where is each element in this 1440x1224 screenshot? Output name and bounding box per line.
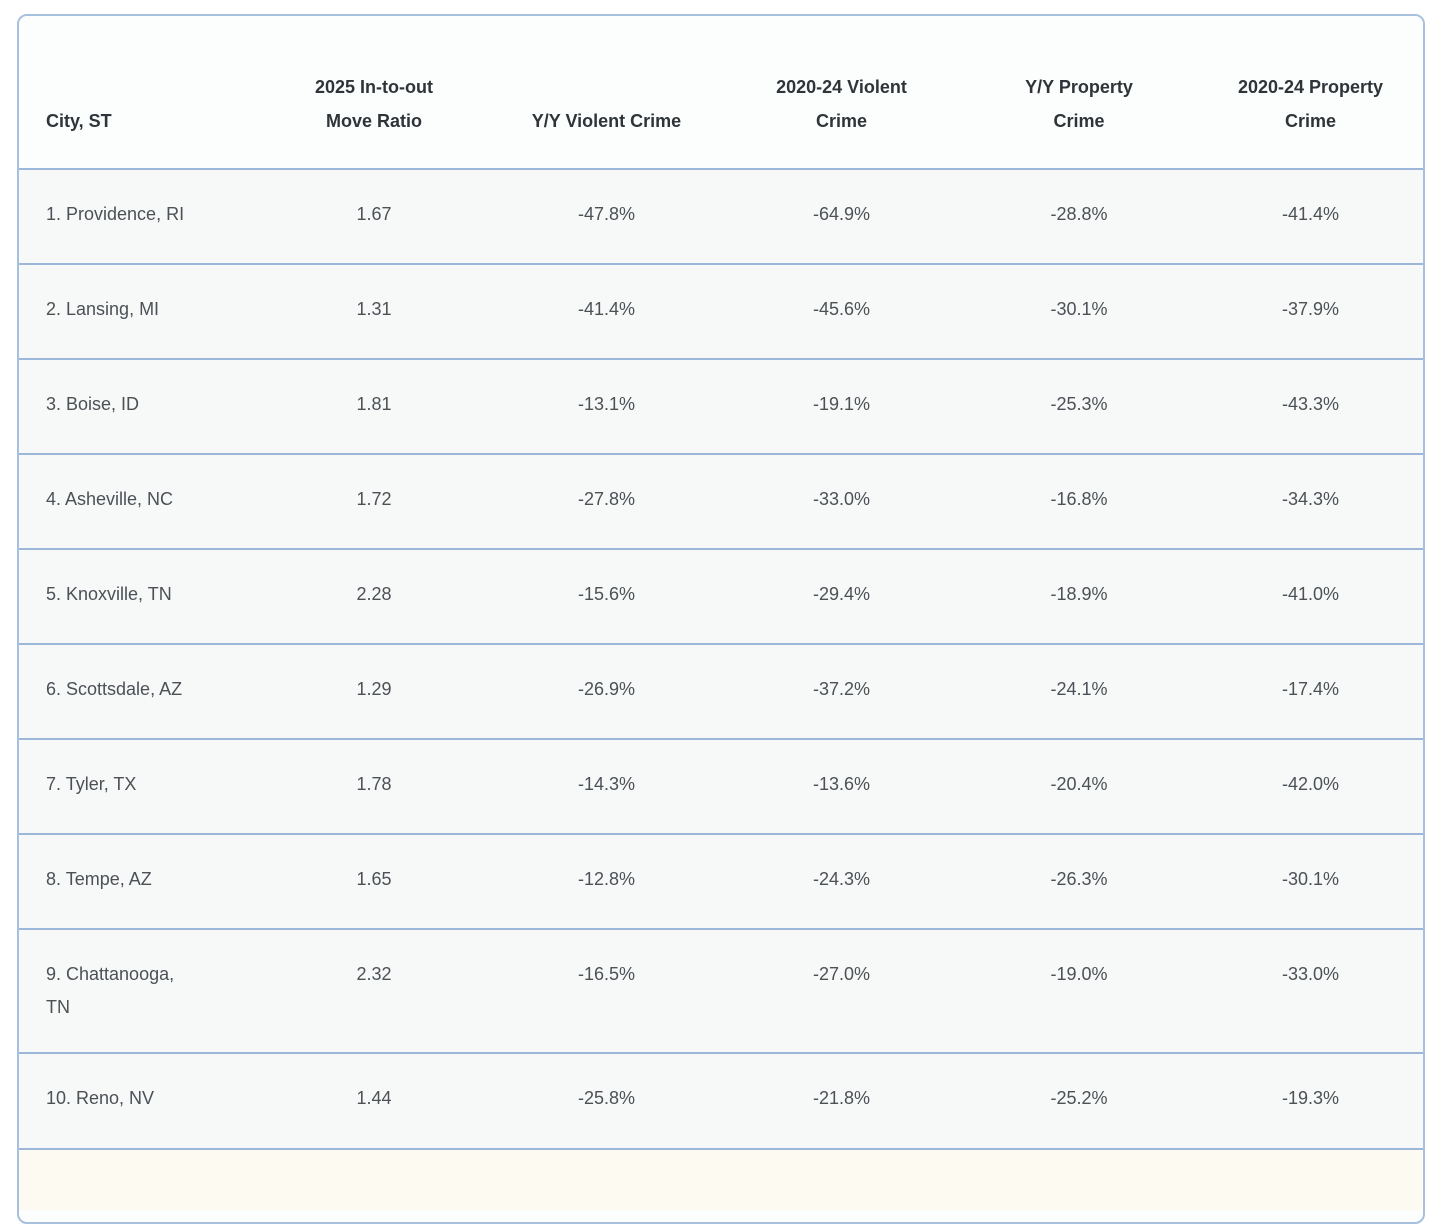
- cell-city: 3. Boise, ID: [19, 358, 254, 454]
- cell-2020-24-violent: -45.6%: [719, 263, 964, 359]
- cell-2020-24-violent: -29.4%: [719, 548, 964, 644]
- cell-2020-24-violent: -33.0%: [719, 453, 964, 549]
- cell-yy-violent: -25.8%: [494, 1052, 719, 1148]
- cell-yy-violent: -26.9%: [494, 643, 719, 739]
- cell-2020-24-property: -43.3%: [1194, 358, 1423, 454]
- table-row: 10. Reno, NV 1.44 -25.8% -21.8% -25.2% -…: [19, 1052, 1423, 1148]
- table-row: 6. Scottsdale, AZ 1.29 -26.9% -37.2% -24…: [19, 643, 1423, 739]
- cell-yy-violent: -14.3%: [494, 738, 719, 834]
- cell-yy-violent: -16.5%: [494, 928, 719, 1053]
- crime-table-card: City, ST 2025 In-to-out Move Ratio Y/Y V…: [17, 14, 1425, 1224]
- cell-2020-24-violent: -19.1%: [719, 358, 964, 454]
- next-row-partial: [19, 1148, 1423, 1210]
- table-row: 8. Tempe, AZ 1.65 -12.8% -24.3% -26.3% -…: [19, 833, 1423, 929]
- cell-2020-24-property: -41.4%: [1194, 168, 1423, 264]
- cell-2020-24-violent: -37.2%: [719, 643, 964, 739]
- table-row: 5. Knoxville, TN 2.28 -15.6% -29.4% -18.…: [19, 548, 1423, 644]
- cell-yy-violent: -41.4%: [494, 263, 719, 359]
- table-row: 1. Providence, RI 1.67 -47.8% -64.9% -28…: [19, 168, 1423, 264]
- cell-city: 2. Lansing, MI: [19, 263, 254, 359]
- header-2020-24-violent-crime: 2020-24 Violent Crime: [719, 16, 964, 169]
- cell-2020-24-violent: -24.3%: [719, 833, 964, 929]
- cell-2020-24-property: -42.0%: [1194, 738, 1423, 834]
- header-2020-24-property-crime: 2020-24 Property Crime: [1194, 16, 1423, 169]
- table-body: 1. Providence, RI 1.67 -47.8% -64.9% -28…: [19, 168, 1423, 1148]
- cell-move-ratio: 2.28: [254, 548, 494, 644]
- cell-yy-property: -16.8%: [964, 453, 1194, 549]
- cell-move-ratio: 1.78: [254, 738, 494, 834]
- cell-move-ratio: 1.65: [254, 833, 494, 929]
- cell-yy-property: -24.1%: [964, 643, 1194, 739]
- cell-yy-property: -19.0%: [964, 928, 1194, 1053]
- table-header: City, ST 2025 In-to-out Move Ratio Y/Y V…: [19, 16, 1423, 169]
- cell-2020-24-property: -19.3%: [1194, 1052, 1423, 1148]
- cell-2020-24-violent: -13.6%: [719, 738, 964, 834]
- cell-city: 7. Tyler, TX: [19, 738, 254, 834]
- cell-2020-24-property: -33.0%: [1194, 928, 1423, 1053]
- cell-yy-property: -26.3%: [964, 833, 1194, 929]
- cell-yy-violent: -27.8%: [494, 453, 719, 549]
- header-yy-property-crime: Y/Y Property Crime: [964, 16, 1194, 169]
- cell-move-ratio: 2.32: [254, 928, 494, 1053]
- cell-yy-property: -28.8%: [964, 168, 1194, 264]
- table-row: 7. Tyler, TX 1.78 -14.3% -13.6% -20.4% -…: [19, 738, 1423, 834]
- cell-move-ratio: 1.29: [254, 643, 494, 739]
- header-yy-violent-crime: Y/Y Violent Crime: [494, 16, 719, 169]
- cell-move-ratio: 1.72: [254, 453, 494, 549]
- cell-city: 4. Asheville, NC: [19, 453, 254, 549]
- cell-yy-violent: -13.1%: [494, 358, 719, 454]
- cell-move-ratio: 1.31: [254, 263, 494, 359]
- cell-city: 8. Tempe, AZ: [19, 833, 254, 929]
- cell-2020-24-property: -30.1%: [1194, 833, 1423, 929]
- cell-yy-property: -20.4%: [964, 738, 1194, 834]
- cell-city: 10. Reno, NV: [19, 1052, 254, 1148]
- header-row: City, ST 2025 In-to-out Move Ratio Y/Y V…: [19, 16, 1423, 169]
- cell-city: 1. Providence, RI: [19, 168, 254, 264]
- cell-2020-24-violent: -64.9%: [719, 168, 964, 264]
- cell-2020-24-property: -34.3%: [1194, 453, 1423, 549]
- cell-yy-property: -25.2%: [964, 1052, 1194, 1148]
- crime-table: City, ST 2025 In-to-out Move Ratio Y/Y V…: [19, 16, 1423, 1148]
- cell-2020-24-property: -17.4%: [1194, 643, 1423, 739]
- cell-move-ratio: 1.44: [254, 1052, 494, 1148]
- table-row: 4. Asheville, NC 1.72 -27.8% -33.0% -16.…: [19, 453, 1423, 549]
- cell-yy-property: -18.9%: [964, 548, 1194, 644]
- cell-2020-24-property: -41.0%: [1194, 548, 1423, 644]
- cell-city: 9. Chattanooga, TN: [19, 928, 254, 1053]
- header-city: City, ST: [19, 16, 254, 169]
- cell-2020-24-property: -37.9%: [1194, 263, 1423, 359]
- table-row: 9. Chattanooga, TN 2.32 -16.5% -27.0% -1…: [19, 928, 1423, 1053]
- cell-yy-property: -30.1%: [964, 263, 1194, 359]
- cell-yy-violent: -47.8%: [494, 168, 719, 264]
- cell-move-ratio: 1.67: [254, 168, 494, 264]
- cell-city: 6. Scottsdale, AZ: [19, 643, 254, 739]
- table-row: 3. Boise, ID 1.81 -13.1% -19.1% -25.3% -…: [19, 358, 1423, 454]
- cell-2020-24-violent: -27.0%: [719, 928, 964, 1053]
- cell-yy-violent: -12.8%: [494, 833, 719, 929]
- cell-2020-24-violent: -21.8%: [719, 1052, 964, 1148]
- cell-city: 5. Knoxville, TN: [19, 548, 254, 644]
- cell-yy-violent: -15.6%: [494, 548, 719, 644]
- cell-yy-property: -25.3%: [964, 358, 1194, 454]
- cell-move-ratio: 1.81: [254, 358, 494, 454]
- header-move-ratio: 2025 In-to-out Move Ratio: [254, 16, 494, 169]
- table-row: 2. Lansing, MI 1.31 -41.4% -45.6% -30.1%…: [19, 263, 1423, 359]
